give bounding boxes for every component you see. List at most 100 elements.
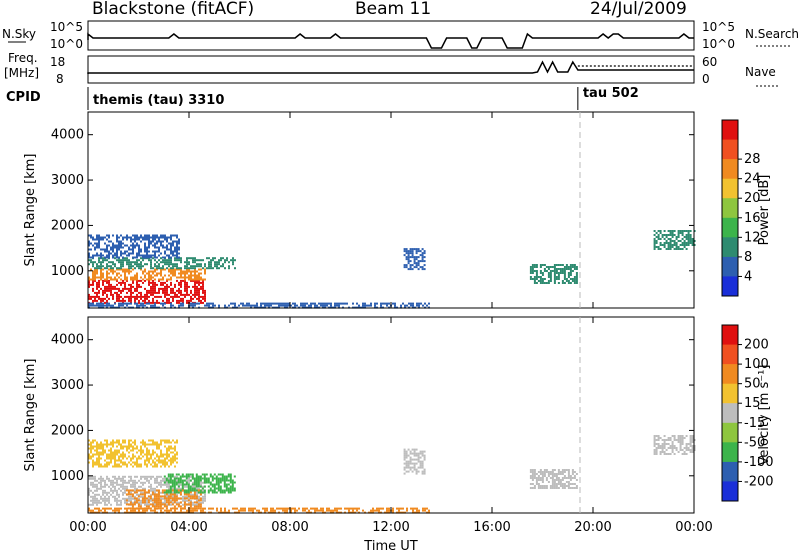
heatmap-cell <box>424 302 426 305</box>
heatmap-cell <box>120 483 122 486</box>
heatmap-cell <box>529 276 532 278</box>
heatmap-cell <box>130 497 132 500</box>
heatmap-cell <box>234 507 236 510</box>
heatmap-cell <box>179 505 182 508</box>
heatmap-cell <box>316 509 318 512</box>
heatmap-cell <box>567 274 570 276</box>
heatmap-cell <box>164 461 166 464</box>
heatmap-cell <box>155 505 158 508</box>
heatmap-cell <box>189 495 192 498</box>
heatmap-cell <box>174 254 176 257</box>
heatmap-cell <box>225 487 228 490</box>
heatmap-cell <box>563 276 566 278</box>
heatmap-cell <box>543 270 546 272</box>
heatmap-cell <box>154 234 156 237</box>
heatmap-cell <box>132 485 134 488</box>
heatmap-cell <box>92 465 94 468</box>
heatmap-cell <box>230 302 232 305</box>
heatmap-cell <box>96 295 98 298</box>
heatmap-cell <box>182 495 184 498</box>
heatmap-cell <box>118 244 120 247</box>
heatmap-cell <box>571 278 574 280</box>
heatmap-cell <box>176 479 178 482</box>
heatmap-cell <box>100 236 102 239</box>
heatmap-cell <box>322 304 324 307</box>
heatmap-cell <box>106 499 108 502</box>
heatmap-cell <box>153 499 156 502</box>
heatmap-cell <box>167 491 170 494</box>
heatmap-cell <box>553 272 556 274</box>
heatmap-cell <box>171 481 174 484</box>
heatmap-cell <box>407 448 410 451</box>
heatmap-cell <box>100 297 102 300</box>
heatmap-cell <box>160 283 162 286</box>
heatmap-cell <box>202 297 204 300</box>
heatmap-cell <box>407 256 410 259</box>
heatmap-cell <box>689 437 692 439</box>
heatmap-cell <box>417 452 420 455</box>
heatmap-cell <box>146 295 148 298</box>
heatmap-cell <box>537 487 540 489</box>
heatmap-cell <box>417 248 420 251</box>
heatmap-cell <box>677 230 680 232</box>
heatmap-cell <box>308 304 310 307</box>
heatmap-cell <box>100 254 102 257</box>
heatmap-cell <box>126 254 128 257</box>
power-colorbar-label: Power [dB] <box>757 175 772 246</box>
heatmap-cell <box>661 445 664 447</box>
heatmap-cell <box>148 244 150 247</box>
heatmap-cell <box>192 293 194 296</box>
heatmap-cell <box>169 479 172 482</box>
heatmap-cell <box>154 238 156 241</box>
heatmap-cell <box>92 279 94 282</box>
heatmap-cell <box>144 304 146 307</box>
heatmap-cell <box>130 491 132 494</box>
heatmap-cell <box>144 509 146 512</box>
heatmap-cell <box>162 283 164 286</box>
heatmap-cell <box>174 283 176 286</box>
heatmap-cell <box>112 234 114 237</box>
heatmap-cell <box>104 236 106 239</box>
heatmap-cell <box>120 289 122 292</box>
heatmap-cell <box>207 491 210 494</box>
heatmap-cell <box>158 248 160 251</box>
heatmap-cell <box>124 445 126 448</box>
heatmap-cell <box>214 263 216 266</box>
heatmap-cell <box>126 250 128 253</box>
heatmap-cell <box>146 477 148 480</box>
heatmap-cell <box>198 259 200 262</box>
heatmap-cell <box>162 281 164 284</box>
heatmap-cell <box>158 445 160 448</box>
heatmap-cell <box>128 287 130 290</box>
heatmap-cell <box>100 501 102 504</box>
heatmap-cell <box>88 278 90 281</box>
heatmap-cell <box>288 507 290 510</box>
heatmap-cell <box>184 279 186 282</box>
heatmap-cell <box>140 236 142 239</box>
heatmap-cell <box>146 455 148 458</box>
heatmap-cell <box>264 507 266 510</box>
heatmap-cell <box>110 481 112 484</box>
heatmap-cell <box>280 304 282 307</box>
heatmap-cell <box>194 287 196 290</box>
heatmap-cell <box>136 445 138 448</box>
heatmap-cell <box>575 280 578 282</box>
heatmap-cell <box>144 507 146 510</box>
heatmap-cell <box>146 278 148 281</box>
heatmap-cell <box>212 267 214 270</box>
heatmap-cell <box>551 479 554 481</box>
heatmap-cell <box>184 281 186 284</box>
heatmap-cell <box>100 299 102 302</box>
heatmap-cell <box>178 256 180 259</box>
heatmap-cell <box>663 246 666 248</box>
heatmap-cell <box>138 259 140 262</box>
heatmap-cell <box>168 439 170 442</box>
heatmap-cell <box>108 236 110 239</box>
heatmap-cell <box>199 477 202 480</box>
heatmap-cell <box>204 299 206 302</box>
heatmap-cell <box>88 248 90 251</box>
heatmap-cell <box>541 274 544 276</box>
heatmap-cell <box>183 489 186 492</box>
heatmap-cell <box>116 459 118 462</box>
